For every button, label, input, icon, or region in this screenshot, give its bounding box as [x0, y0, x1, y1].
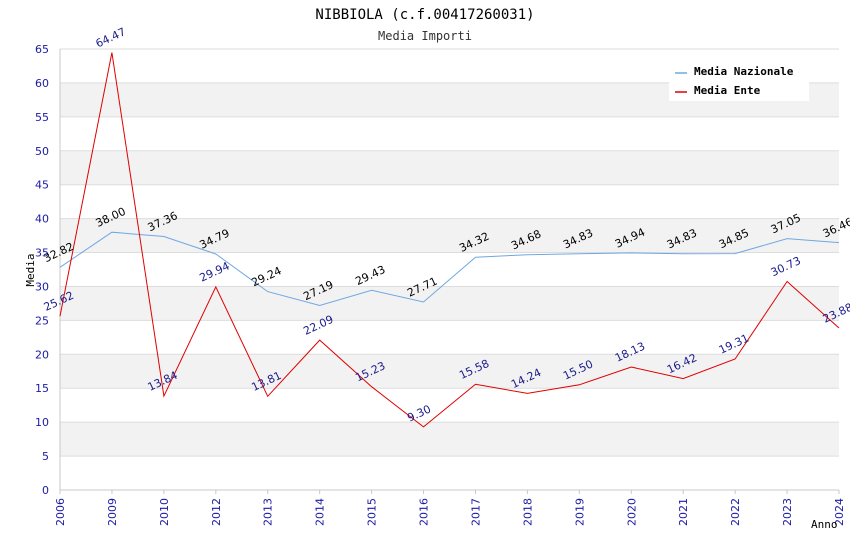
data-label-ente: 9.30 [405, 402, 433, 424]
chart-title: NIBBIOLA (c.f.00417260031) [315, 7, 534, 23]
x-tick-label: 2014 [314, 498, 327, 526]
x-tick-label: 2023 [781, 498, 794, 526]
y-tick-label: 45 [35, 179, 49, 192]
data-label-nazionale: 29.43 [353, 263, 387, 288]
y-tick-label: 55 [35, 111, 49, 124]
grid-bands [60, 82, 839, 457]
x-tick-label: 2010 [158, 498, 171, 526]
y-tick-label: 40 [35, 213, 49, 226]
y-tick-label: 50 [35, 145, 49, 158]
y-tick-label: 25 [35, 314, 49, 327]
x-tick-label: 2016 [418, 498, 431, 526]
x-tick-label: 2015 [366, 498, 379, 526]
x-tick-label: 2012 [210, 498, 223, 526]
grid-band [60, 354, 839, 389]
x-axis-label: Anno [811, 518, 838, 531]
x-tick-label: 2021 [677, 498, 690, 526]
y-axis-label: Media [24, 253, 37, 286]
x-tick-label: 2017 [469, 498, 482, 526]
x-tick-label: 2019 [573, 498, 586, 526]
y-tick-label: 60 [35, 77, 49, 90]
x-tick-label: 2020 [625, 498, 638, 526]
y-axis-ticks: 0 5 10 15 20 25 30 35 40 45 50 55 60 65 [35, 43, 49, 497]
y-tick-label: 10 [35, 416, 49, 429]
legend-label-ente: Media Ente [694, 84, 761, 97]
x-tick-label: 2006 [54, 498, 67, 526]
grid-band [60, 218, 839, 253]
data-label-ente: 64.47 [94, 25, 128, 50]
data-label-ente: 29.94 [198, 259, 232, 284]
legend: Media Nazionale Media Ente [669, 60, 809, 101]
series-lines [59, 52, 840, 428]
data-label-nazionale: 29.24 [250, 264, 284, 289]
x-tick-label: 2024 [833, 498, 846, 526]
y-tick-label: 65 [35, 43, 49, 56]
y-tick-label: 20 [35, 348, 49, 361]
grid-band [60, 286, 839, 321]
x-tick-label: 2022 [729, 498, 742, 526]
axes [59, 49, 839, 491]
grid-band [60, 422, 839, 457]
y-tick-label: 15 [35, 382, 49, 395]
y-tick-label: 35 [35, 247, 49, 260]
legend-label-nazionale: Media Nazionale [694, 65, 794, 78]
x-axis-ticks: 2006 2009 2010 2012 2013 2014 2015 2016 2017 2018… [54, 490, 846, 526]
y-tick-label: 5 [42, 450, 49, 463]
chart-subtitle: Media Importi [378, 29, 472, 43]
x-tick-label: 2018 [521, 498, 534, 526]
y-tick-label: 0 [42, 484, 49, 497]
x-tick-label: 2009 [106, 498, 119, 526]
grid-lines [60, 48, 839, 491]
x-tick-label: 2013 [262, 498, 275, 526]
series-line-ente [59, 52, 840, 428]
data-label-ente: 30.73 [769, 254, 803, 279]
data-label-ente: 19.31 [717, 332, 751, 357]
y-tick-label: 30 [35, 280, 49, 293]
series-line-nazionale [59, 231, 840, 307]
grid-band [60, 150, 839, 185]
legend-box [669, 60, 809, 101]
